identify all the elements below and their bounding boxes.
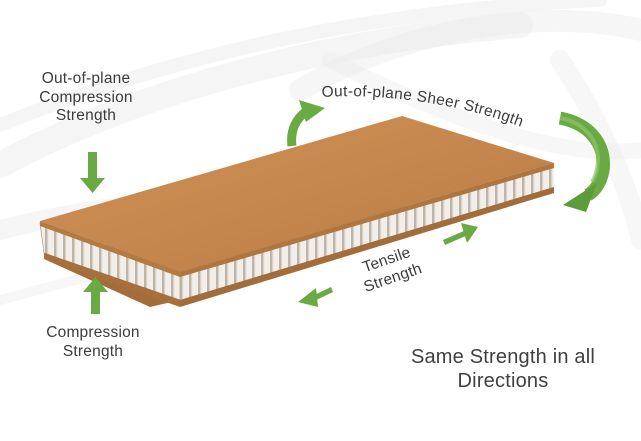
label-line: Compression bbox=[39, 88, 133, 106]
label-line: Strength bbox=[55, 107, 117, 125]
panel-top-skin bbox=[40, 116, 554, 272]
left-diagonal-arrow-icon bbox=[298, 287, 333, 307]
curved-up-arrow-icon bbox=[287, 100, 325, 147]
curved-around-arrow-icon bbox=[558, 111, 610, 212]
honeycomb-panel bbox=[39, 116, 554, 307]
panel-front-long-face bbox=[180, 163, 554, 300]
caption-line: Same Strength in all bbox=[410, 346, 596, 368]
label-line: Strength bbox=[62, 342, 124, 360]
label-line: Out-of-plane bbox=[41, 70, 131, 87]
label-line: Compression bbox=[46, 324, 140, 341]
up-arrow-icon bbox=[83, 277, 108, 314]
compression-strength-label: Compression Strength bbox=[18, 324, 168, 361]
panel-left-face bbox=[40, 223, 180, 300]
summary-caption: Same Strength in all Directions bbox=[378, 345, 628, 394]
caption-line: Directions bbox=[457, 370, 549, 393]
down-arrow-icon bbox=[80, 152, 105, 193]
out-of-plane-compression-label: Out-of-plane Compression Strength bbox=[6, 70, 166, 126]
right-diagonal-arrow-icon bbox=[443, 223, 478, 245]
